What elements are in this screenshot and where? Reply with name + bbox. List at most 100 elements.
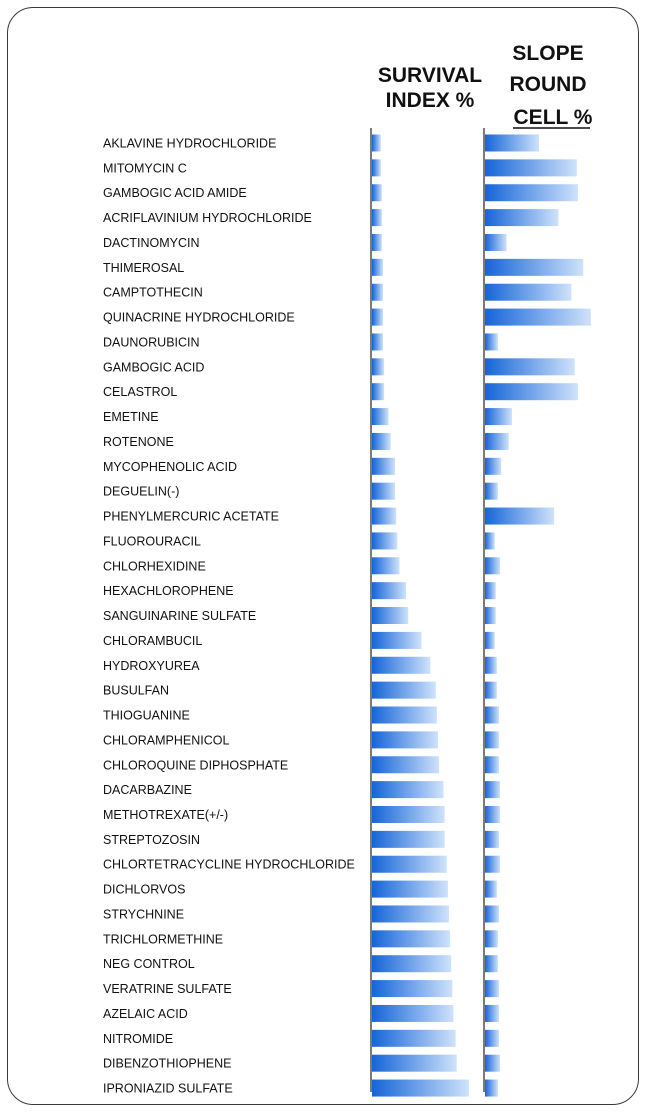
category-label: NITROMIDE xyxy=(103,1032,173,1046)
category-label: THIMEROSAL xyxy=(103,261,184,275)
slope-bar xyxy=(485,457,502,475)
slope-bar xyxy=(485,1029,500,1047)
category-label: AZELAIC ACID xyxy=(103,1007,188,1021)
category-label: DACTINOMYCIN xyxy=(103,236,200,250)
survival-bar xyxy=(372,233,382,251)
survival-bar xyxy=(372,358,385,376)
survival-bar xyxy=(372,830,445,848)
survival-bar xyxy=(372,1054,457,1072)
category-label: EMETINE xyxy=(103,410,159,424)
survival-bar xyxy=(372,607,409,625)
slope-bar xyxy=(485,134,539,152)
category-label: CHLORAMBUCIL xyxy=(103,634,202,648)
survival-bar xyxy=(372,258,383,276)
survival-bar xyxy=(372,731,438,749)
slope-bar xyxy=(485,432,509,450)
survival-bar xyxy=(372,383,385,401)
survival-bar xyxy=(372,134,381,152)
survival-bar xyxy=(372,706,437,724)
category-label: DICHLORVOS xyxy=(103,883,185,897)
slope-bar xyxy=(485,681,497,699)
slope-bar xyxy=(485,209,559,227)
slope-bar xyxy=(485,358,575,376)
survival-bar xyxy=(372,557,400,575)
survival-header-line-1: SURVIVAL xyxy=(378,64,482,87)
survival-bar xyxy=(372,507,397,525)
survival-bar xyxy=(372,656,431,674)
slope-bar xyxy=(485,532,495,550)
category-label: DEGUELIN(-) xyxy=(103,485,179,499)
category-label: DAUNORUBICIN xyxy=(103,335,200,349)
slope-bar xyxy=(485,383,578,401)
category-label: STREPTOZOSIN xyxy=(103,833,200,847)
category-label: FLUOROURACIL xyxy=(103,534,201,548)
category-label: METHOTREXATE(+/-) xyxy=(103,808,228,822)
slope-bar xyxy=(485,159,577,177)
category-label: HYDROXYUREA xyxy=(103,659,200,673)
slope-bar xyxy=(485,631,495,649)
slope-bar xyxy=(485,582,496,600)
slope-bar xyxy=(485,557,501,575)
category-label: GAMBOGIC ACID AMIDE xyxy=(103,186,247,200)
survival-bar xyxy=(372,432,391,450)
survival-bar xyxy=(372,209,382,227)
category-label: NEG CONTROL xyxy=(103,957,195,971)
survival-bar xyxy=(372,308,383,326)
survival-bar xyxy=(372,805,445,823)
slope-bar xyxy=(485,706,500,724)
survival-bar xyxy=(372,855,447,873)
slope-header-line-1: SLOPE xyxy=(512,42,583,65)
category-label: CAMPTOTHECIN xyxy=(103,286,203,300)
survival-bar xyxy=(372,457,396,475)
category-label: HEXACHLOROPHENE xyxy=(103,584,234,598)
slope-bar xyxy=(485,830,500,848)
slope-bar xyxy=(485,756,500,774)
category-label: STRYCHNINE xyxy=(103,907,184,921)
slope-bar xyxy=(485,805,501,823)
survival-bar xyxy=(372,184,382,202)
category-label: TRICHLORMETHINE xyxy=(103,932,223,946)
slope-bar xyxy=(485,930,498,948)
slope-bar xyxy=(485,855,501,873)
slope-bar xyxy=(485,408,512,426)
survival-bar xyxy=(372,159,381,177)
slope-bar xyxy=(485,507,555,525)
slope-bar xyxy=(485,880,497,898)
slope-bar xyxy=(485,905,500,923)
category-label: CELASTROL xyxy=(103,385,177,399)
slope-bar xyxy=(485,1079,498,1097)
category-label: CHLORTETRACYCLINE HYDROCHLORIDE xyxy=(103,858,355,872)
survival-bar xyxy=(372,408,389,426)
survival-bar xyxy=(372,1029,456,1047)
slope-bar xyxy=(485,482,498,500)
survival-bar xyxy=(372,532,398,550)
category-label: THIOGUANINE xyxy=(103,709,190,723)
slope-bar xyxy=(485,1054,501,1072)
category-label: CHLORAMPHENICOL xyxy=(103,733,229,747)
category-label: ROTENONE xyxy=(103,435,174,449)
slope-bar xyxy=(485,233,507,251)
survival-bar xyxy=(372,681,436,699)
slope-bar xyxy=(485,1004,500,1022)
slope-bar xyxy=(485,258,584,276)
slope-header-line-2: ROUND xyxy=(510,73,587,96)
survival-bar xyxy=(372,980,453,998)
category-label: VERATRINE SULFATE xyxy=(103,982,232,996)
slope-bar xyxy=(485,656,497,674)
slope-bar xyxy=(485,980,500,998)
survival-bar xyxy=(372,582,407,600)
category-label: PHENYLMERCURIC ACETATE xyxy=(103,510,279,524)
survival-bar xyxy=(372,631,422,649)
slope-bar xyxy=(485,731,500,749)
survival-bar xyxy=(372,955,452,973)
slope-bar xyxy=(485,308,591,326)
category-label: BUSULFAN xyxy=(103,684,169,698)
slope-bar xyxy=(485,781,501,799)
slope-bar xyxy=(485,955,498,973)
category-label: MYCOPHENOLIC ACID xyxy=(103,460,237,474)
survival-bar xyxy=(372,756,440,774)
survival-bar xyxy=(372,333,383,351)
category-label: AKLAVINE HYDROCHLORIDE xyxy=(103,137,276,151)
category-label: DACARBAZINE xyxy=(103,783,192,797)
